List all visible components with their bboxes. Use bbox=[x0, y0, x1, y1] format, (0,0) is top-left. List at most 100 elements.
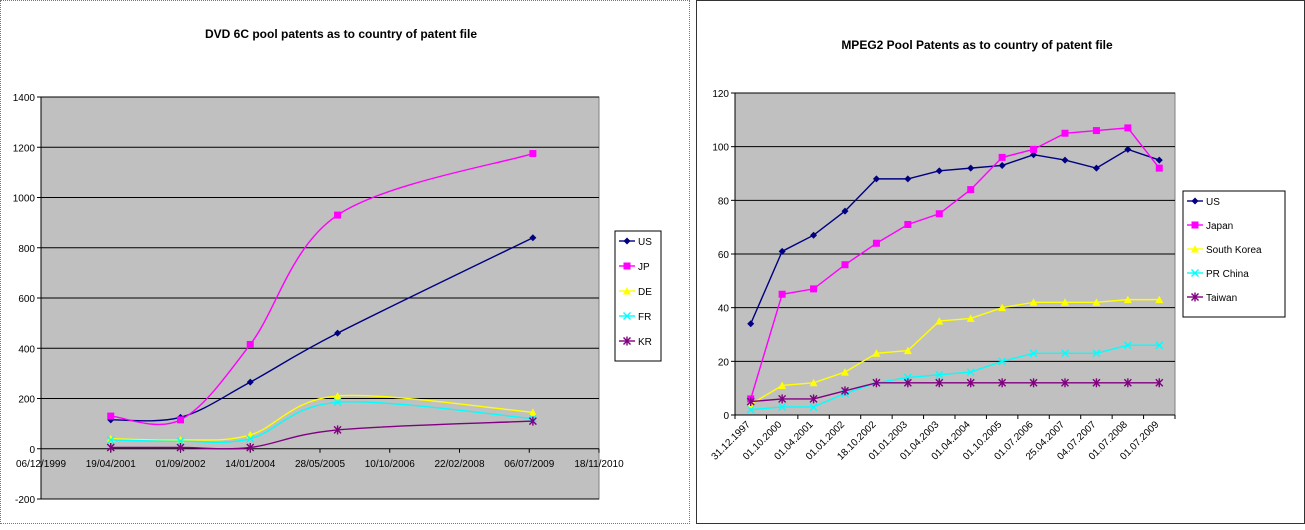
mpeg2-legend-marker bbox=[1191, 269, 1199, 277]
mpeg2-point-us bbox=[904, 175, 912, 183]
mpeg2-chart-title: MPEG2 Pool Patents as to country of pate… bbox=[841, 38, 1113, 52]
mpeg2-chart-panel: MPEG2 Pool Patents as to country of pate… bbox=[696, 0, 1305, 524]
dvd-legend-label: JP bbox=[638, 262, 650, 273]
dvd-x-tick-label: 19/04/2001 bbox=[86, 459, 136, 470]
dvd-point-fr bbox=[106, 435, 115, 444]
dvd-point-jp bbox=[177, 416, 184, 424]
mpeg2-point-south-korea bbox=[966, 314, 975, 322]
mpeg2-point-pr-china bbox=[746, 405, 755, 414]
mpeg2-point-us bbox=[998, 161, 1006, 169]
dvd-x-tick-label: 28/05/2005 bbox=[295, 459, 345, 470]
mpeg2-point-taiwan bbox=[935, 378, 944, 388]
mpeg2-legend-marker bbox=[1191, 292, 1199, 302]
mpeg2-series-line-taiwan bbox=[750, 382, 1160, 403]
mpeg2-point-japan bbox=[1155, 164, 1163, 172]
dvd-point-kr bbox=[176, 442, 185, 452]
mpeg2-y-tick-label: 20 bbox=[718, 357, 730, 368]
mpeg2-point-us bbox=[841, 207, 849, 215]
dvd-series-line-jp bbox=[110, 152, 534, 426]
dvd-legend-marker bbox=[623, 287, 631, 295]
mpeg2-point-south-korea bbox=[1061, 298, 1069, 306]
mpeg2-legend-box bbox=[1182, 190, 1286, 318]
mpeg2-series-line-japan bbox=[750, 127, 1160, 400]
dvd-point-kr bbox=[246, 442, 255, 452]
mpeg2-point-japan bbox=[1124, 124, 1132, 132]
mpeg2-point-south-korea bbox=[778, 381, 787, 389]
dvd-point-fr bbox=[176, 437, 185, 446]
mpeg2-point-us bbox=[1092, 164, 1100, 172]
dvd-point-de bbox=[333, 391, 342, 400]
dvd-y-tick-label: -200 bbox=[15, 495, 35, 506]
dvd-series-line-de bbox=[110, 394, 533, 441]
dvd-point-jp bbox=[246, 340, 254, 348]
mpeg2-series-line-us bbox=[750, 148, 1160, 325]
dvd-point-us bbox=[246, 378, 254, 386]
mpeg2-point-us bbox=[1124, 145, 1132, 153]
mpeg2-y-tick-label: 60 bbox=[718, 250, 730, 261]
dvd-x-tick-label: 06/12/1999 bbox=[16, 459, 66, 470]
mpeg2-point-pr-china bbox=[1061, 349, 1069, 358]
mpeg2-point-japan bbox=[1092, 127, 1100, 135]
mpeg2-point-taiwan bbox=[809, 394, 818, 404]
mpeg2-point-taiwan bbox=[903, 378, 912, 388]
mpeg2-point-south-korea bbox=[841, 368, 849, 376]
mpeg2-point-taiwan bbox=[1061, 378, 1069, 388]
dvd-legend-label: KR bbox=[638, 337, 652, 348]
dvd-y-tick-label: 0 bbox=[29, 445, 35, 456]
mpeg2-point-south-korea bbox=[998, 303, 1007, 312]
mpeg2-chart: MPEG2 Pool Patents as to country of pate… bbox=[710, 38, 1286, 463]
mpeg2-point-japan bbox=[967, 186, 975, 194]
mpeg2-y-tick-label: 120 bbox=[712, 89, 729, 100]
mpeg2-point-south-korea bbox=[1029, 298, 1038, 306]
dvd-series-line-kr bbox=[110, 420, 533, 450]
dvd-point-kr bbox=[333, 425, 342, 435]
mpeg2-point-pr-china bbox=[1123, 341, 1132, 350]
dvd-legend-box bbox=[614, 230, 662, 362]
mpeg2-point-south-korea bbox=[809, 378, 818, 387]
dvd-x-tick-label: 14/01/2004 bbox=[225, 459, 275, 470]
dvd-legend-marker bbox=[623, 336, 631, 346]
mpeg2-point-taiwan bbox=[872, 378, 881, 388]
mpeg2-legend-marker bbox=[1191, 197, 1199, 205]
mpeg2-point-south-korea bbox=[1092, 298, 1101, 306]
mpeg2-legend-label: Taiwan bbox=[1206, 293, 1237, 304]
dvd-chart: DVD 6C pool patents as to country of pat… bbox=[13, 27, 662, 506]
mpeg2-point-japan bbox=[810, 285, 818, 293]
mpeg2-series-line-south-korea bbox=[750, 298, 1160, 405]
mpeg2-point-japan bbox=[1061, 129, 1069, 137]
mpeg2-point-south-korea bbox=[1123, 295, 1132, 304]
mpeg2-legend-label: South Korea bbox=[1206, 245, 1262, 256]
mpeg2-point-japan bbox=[904, 220, 912, 228]
dvd-y-tick-label: 800 bbox=[18, 244, 35, 255]
mpeg2-legend-label: PR China bbox=[1206, 269, 1249, 280]
mpeg2-point-us bbox=[778, 247, 786, 255]
mpeg2-point-us bbox=[1155, 156, 1163, 164]
dvd-legend-marker bbox=[623, 262, 631, 270]
mpeg2-point-south-korea bbox=[1155, 295, 1164, 304]
mpeg2-point-taiwan bbox=[1155, 378, 1164, 388]
mpeg2-legend-label: US bbox=[1206, 197, 1220, 208]
mpeg2-point-japan bbox=[841, 261, 849, 269]
mpeg2-point-pr-china bbox=[1029, 349, 1038, 358]
dvd-y-tick-label: 1200 bbox=[13, 143, 36, 154]
dvd-point-jp bbox=[334, 211, 342, 219]
dvd-x-tick-label: 06/07/2009 bbox=[504, 459, 554, 470]
mpeg2-point-taiwan bbox=[1092, 378, 1101, 388]
dvd-y-tick-label: 600 bbox=[18, 294, 35, 305]
mpeg2-y-tick-label: 40 bbox=[718, 304, 730, 315]
dvd-y-tick-label: 200 bbox=[18, 395, 35, 406]
mpeg2-point-us bbox=[747, 320, 755, 328]
mpeg2-point-pr-china bbox=[1155, 341, 1164, 350]
mpeg2-y-tick-label: 80 bbox=[718, 196, 730, 207]
dvd-y-tick-label: 1000 bbox=[13, 194, 36, 205]
mpeg2-point-pr-china bbox=[809, 402, 818, 411]
mpeg2-point-japan bbox=[998, 153, 1006, 161]
mpeg2-series-line-pr-china bbox=[750, 344, 1160, 411]
dvd-legend-label: US bbox=[638, 237, 652, 248]
dvd-legend-marker bbox=[623, 237, 631, 245]
dvd-x-tick-label: 01/09/2002 bbox=[155, 459, 205, 470]
dvd-legend-marker bbox=[623, 312, 631, 320]
mpeg2-point-pr-china bbox=[966, 368, 975, 377]
mpeg2-point-us bbox=[810, 231, 818, 239]
mpeg2-point-taiwan bbox=[778, 394, 787, 404]
